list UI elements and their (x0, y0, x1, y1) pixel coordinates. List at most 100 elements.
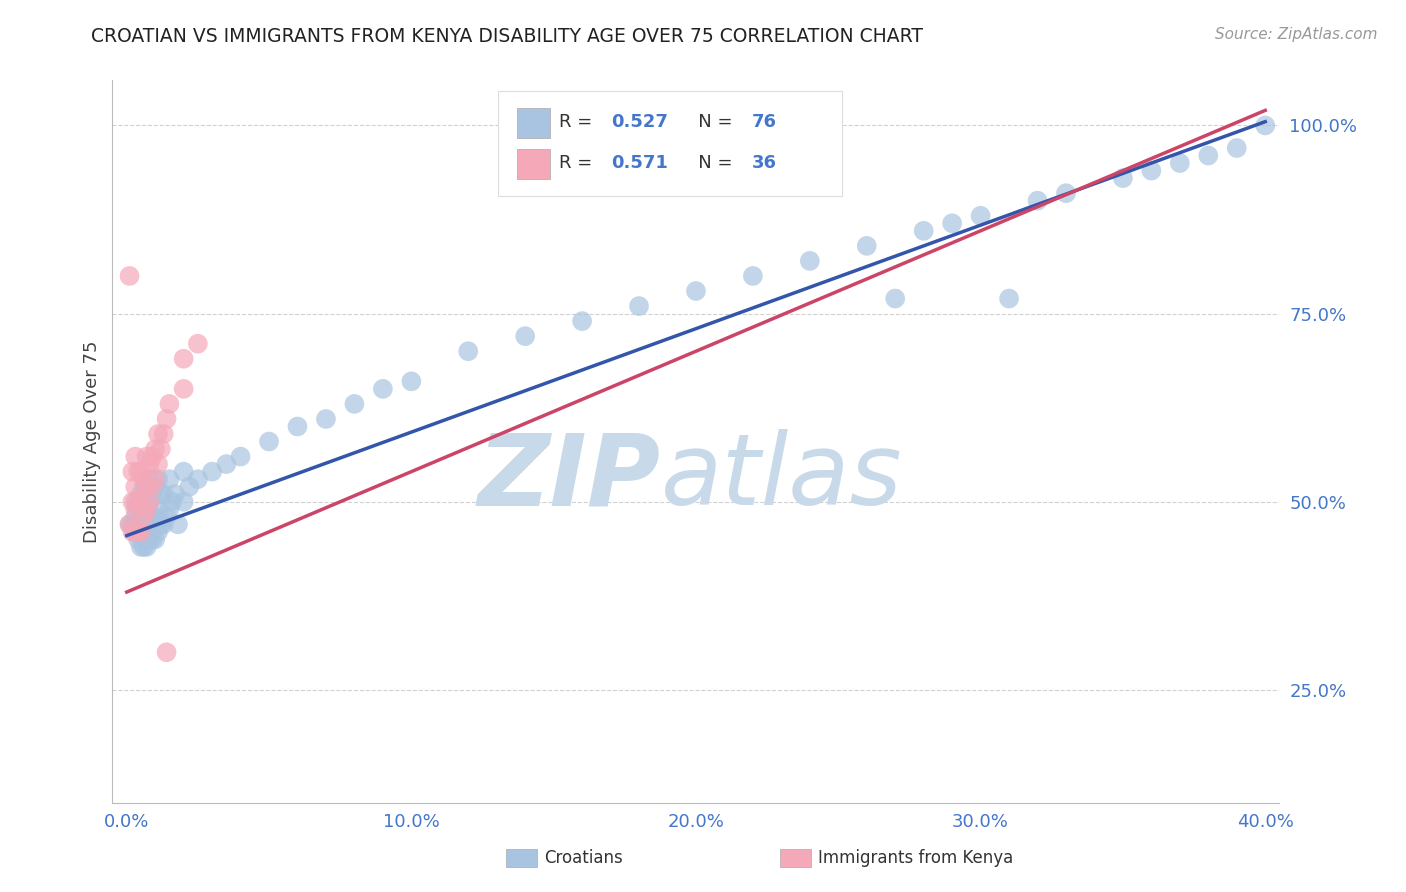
Point (124, 450, 146, 464)
Point (173, 351, 195, 366)
Point (155, 509, 177, 524)
Point (855, 239, 877, 253)
Text: N =: N = (681, 113, 738, 131)
Text: Croatians: Croatians (544, 849, 623, 867)
Point (129, 524, 152, 539)
Point (143, 533, 166, 547)
Point (149, 517, 172, 532)
Point (173, 494, 195, 508)
Text: 0.571: 0.571 (610, 154, 668, 172)
Point (799, 254, 821, 268)
Point (571, 314, 593, 328)
Text: 0.527: 0.527 (610, 113, 668, 131)
Point (141, 533, 163, 547)
Point (127, 502, 149, 516)
Point (138, 472, 160, 486)
Point (941, 216, 963, 230)
Point (187, 336, 209, 351)
FancyBboxPatch shape (517, 108, 550, 138)
Point (124, 494, 146, 508)
Point (135, 450, 157, 464)
Point (912, 224, 935, 238)
Point (157, 397, 180, 411)
Point (135, 540, 157, 554)
Point (132, 509, 155, 524)
Point (143, 480, 166, 494)
Point (257, 434, 280, 449)
Text: ZIP: ZIP (478, 429, 661, 526)
Point (515, 329, 537, 343)
Point (152, 427, 174, 442)
Point (121, 517, 143, 532)
Point (1026, 194, 1049, 208)
Point (135, 480, 157, 494)
Point (129, 524, 152, 539)
Text: Source: ZipAtlas.com: Source: ZipAtlas.com (1215, 27, 1378, 42)
Point (135, 480, 157, 494)
Point (124, 524, 146, 539)
Point (146, 427, 169, 442)
Point (1168, 156, 1191, 170)
Point (179, 480, 201, 494)
Point (124, 509, 146, 524)
Point (884, 292, 907, 306)
Point (146, 524, 169, 539)
Point (1197, 148, 1219, 162)
Point (132, 472, 155, 486)
Point (969, 209, 991, 223)
Point (146, 457, 169, 471)
Point (457, 344, 479, 359)
Point (146, 502, 169, 516)
Point (129, 540, 152, 554)
Point (165, 487, 187, 501)
Point (167, 517, 190, 532)
Point (215, 457, 238, 471)
Point (149, 487, 172, 501)
Point (132, 502, 155, 516)
Point (1054, 186, 1077, 201)
Point (201, 465, 224, 479)
Point (135, 524, 157, 539)
Point (127, 494, 149, 508)
Y-axis label: Disability Age Over 75: Disability Age Over 75 (83, 340, 101, 543)
Point (157, 502, 180, 516)
Point (127, 533, 149, 547)
Point (149, 442, 172, 456)
Point (141, 487, 163, 501)
Text: N =: N = (681, 154, 738, 172)
Point (741, 268, 763, 283)
Point (146, 472, 169, 486)
Point (162, 494, 184, 508)
Point (141, 480, 163, 494)
Point (121, 494, 143, 508)
Point (138, 494, 160, 508)
Point (1140, 163, 1163, 178)
Point (152, 487, 174, 501)
Point (135, 502, 157, 516)
Point (173, 465, 195, 479)
Point (121, 465, 143, 479)
Point (118, 268, 141, 283)
Point (118, 517, 141, 532)
Point (121, 524, 143, 539)
Point (143, 509, 166, 524)
Point (129, 509, 152, 524)
Point (135, 502, 157, 516)
Point (124, 524, 146, 539)
Point (129, 465, 152, 479)
Point (127, 465, 149, 479)
Point (1254, 119, 1277, 133)
Point (138, 517, 160, 532)
Point (315, 412, 337, 426)
FancyBboxPatch shape (517, 149, 550, 179)
Point (127, 524, 149, 539)
Point (118, 517, 141, 532)
Point (132, 480, 155, 494)
Point (143, 442, 166, 456)
Point (401, 375, 423, 389)
Text: 36: 36 (752, 154, 778, 172)
Point (1226, 141, 1249, 155)
Point (343, 397, 366, 411)
Text: Immigrants from Kenya: Immigrants from Kenya (818, 849, 1014, 867)
Point (143, 472, 166, 486)
